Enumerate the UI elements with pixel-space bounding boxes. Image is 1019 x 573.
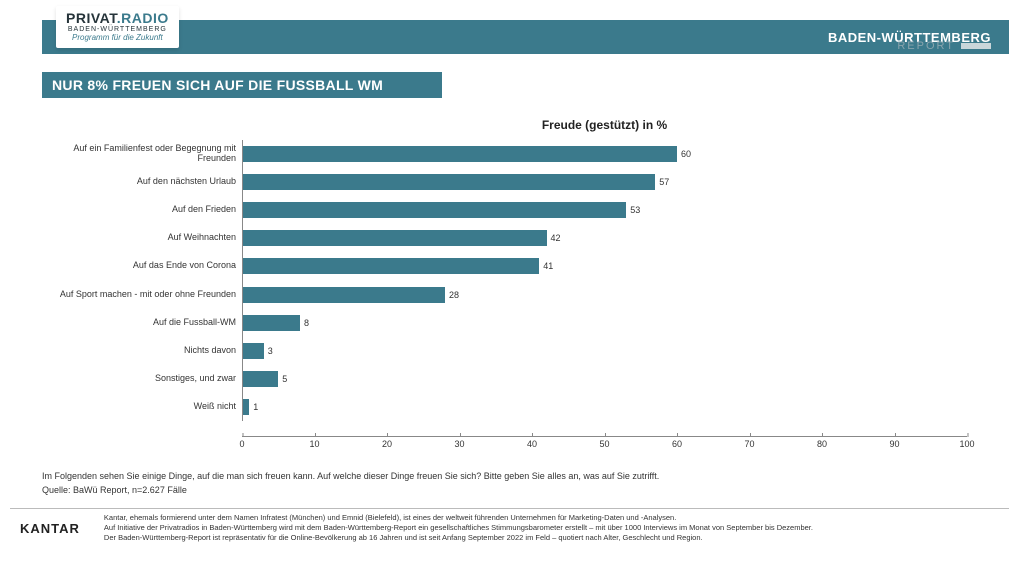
footer-line-3: Der Baden-Württemberg-Report ist repräse… (104, 533, 1009, 543)
bar-track: 5 (242, 365, 967, 393)
bar-label: Auf Sport machen - mit oder ohne Freunde… (42, 290, 242, 300)
chart-title: Freude (gestützt) in % (42, 118, 967, 132)
bar-row: Auf die Fussball-WM 8 (42, 309, 967, 337)
source-text: Quelle: BaWü Report, n=2.627 Fälle (42, 485, 187, 495)
bar-row: Weiß nicht 1 (42, 393, 967, 421)
header-decor-stub (961, 43, 991, 49)
bar-row: Nichts davon 3 (42, 337, 967, 365)
bar-fill (242, 371, 278, 387)
logo-sub2: Programm für die Zukunft (66, 33, 169, 42)
bar-fill (242, 146, 677, 162)
bar-value: 8 (304, 318, 309, 328)
bar-track: 8 (242, 309, 967, 337)
bar-label: Auf das Ende von Corona (42, 261, 242, 271)
bar-label: Auf ein Familienfest oder Begegnung mit … (42, 144, 242, 164)
footer-text: Kantar, ehemals formierend unter dem Nam… (104, 513, 1009, 543)
axis-tick: 60 (672, 439, 682, 449)
bar-track: 53 (242, 196, 967, 224)
footer-line-1: Kantar, ehemals formierend unter dem Nam… (104, 513, 1009, 523)
footer-line-2: Auf Initiative der Privatradios in Baden… (104, 523, 1009, 533)
question-text: Im Folgenden sehen Sie einige Dinge, auf… (42, 471, 659, 481)
axis-x-ticks: 0102030405060708090100 (242, 437, 967, 453)
header-band: BADEN-WÜRTTEMBERG (42, 20, 1009, 54)
logo-card: PRIVAT.RADIO BADEN-WÜRTTEMBERG Programm … (56, 6, 179, 48)
bar-label: Auf Weihnachten (42, 233, 242, 243)
axis-tick: 20 (382, 439, 392, 449)
bar-track: 41 (242, 252, 967, 280)
bar-label: Nichts davon (42, 346, 242, 356)
logo-text-right: RADIO (121, 10, 169, 26)
axis-tick: 0 (239, 439, 244, 449)
bar-track: 3 (242, 337, 967, 365)
axis-tick: 100 (959, 439, 974, 449)
bar-track: 42 (242, 224, 967, 252)
bar-value: 53 (630, 205, 640, 215)
logo-text-left: PRIVAT (66, 10, 117, 26)
axis-tick: 10 (309, 439, 319, 449)
bar-fill (242, 230, 547, 246)
header-report-label: REPORT (897, 40, 955, 52)
bar-track: 28 (242, 280, 967, 308)
bar-fill (242, 202, 626, 218)
header-report-sub: REPORT (897, 40, 991, 52)
bar-value: 57 (659, 177, 669, 187)
axis-tick: 90 (889, 439, 899, 449)
bar-row: Auf Sport machen - mit oder ohne Freunde… (42, 280, 967, 308)
bar-label: Sonstiges, und zwar (42, 374, 242, 384)
bar-fill (242, 287, 445, 303)
bar-track: 57 (242, 168, 967, 196)
bar-fill (242, 258, 539, 274)
bar-fill (242, 174, 655, 190)
bar-track: 1 (242, 393, 967, 421)
logo-sub1: BADEN-WÜRTTEMBERG (66, 26, 169, 33)
bar-track: 60 (242, 140, 967, 168)
bar-label: Auf die Fussball-WM (42, 318, 242, 328)
bar-label: Auf den Frieden (42, 205, 242, 215)
axis-tick: 30 (454, 439, 464, 449)
footer: KANTAR Kantar, ehemals formierend unter … (10, 513, 1009, 563)
bar-fill (242, 315, 300, 331)
bar-row: Sonstiges, und zwar 5 (42, 365, 967, 393)
axis-tick: 40 (527, 439, 537, 449)
bar-value: 3 (268, 346, 273, 356)
bar-row: Auf das Ende von Corona 41 (42, 252, 967, 280)
bar-fill (242, 399, 249, 415)
bar-value: 42 (551, 233, 561, 243)
slide-title: NUR 8% FREUEN SICH AUF DIE FUSSBALL WM (42, 72, 442, 98)
footer-separator (10, 508, 1009, 509)
bar-fill (242, 343, 264, 359)
bar-row: Auf den nächsten Urlaub 57 (42, 168, 967, 196)
bars-wrap: Auf ein Familienfest oder Begegnung mit … (42, 140, 967, 421)
bar-row: Auf den Frieden 53 (42, 196, 967, 224)
bar-value: 41 (543, 261, 553, 271)
chart-area: Freude (gestützt) in % Auf ein Familienf… (42, 118, 967, 453)
logo-main: PRIVAT.RADIO (66, 10, 169, 26)
bar-row: Auf ein Familienfest oder Begegnung mit … (42, 140, 967, 168)
axis-tick: 80 (817, 439, 827, 449)
bar-value: 28 (449, 290, 459, 300)
bar-value: 5 (282, 374, 287, 384)
axis-tick: 70 (744, 439, 754, 449)
kantar-logo: KANTAR (10, 513, 80, 536)
bar-row: Auf Weihnachten 42 (42, 224, 967, 252)
bar-value: 60 (681, 149, 691, 159)
bar-label: Weiß nicht (42, 402, 242, 412)
bar-label: Auf den nächsten Urlaub (42, 177, 242, 187)
bar-value: 1 (253, 402, 258, 412)
axis-y-baseline (242, 140, 243, 421)
axis-tick: 50 (599, 439, 609, 449)
